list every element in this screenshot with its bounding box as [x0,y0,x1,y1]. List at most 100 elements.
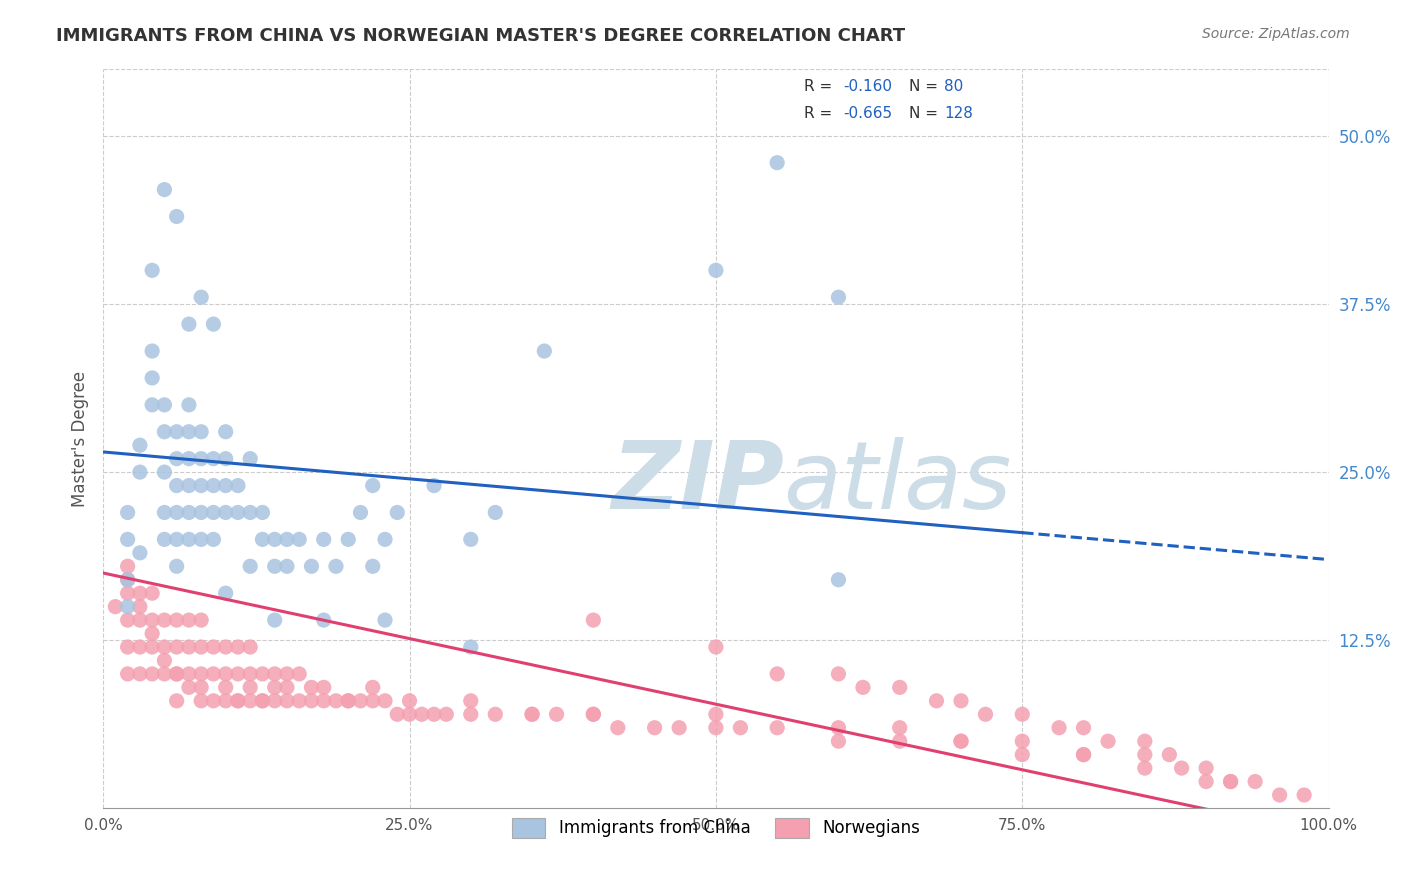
Point [141,640,163,654]
Point [117,573,139,587]
Point [533,344,555,359]
Point [226,694,249,708]
Point [337,694,360,708]
Point [177,613,200,627]
Point [226,478,249,492]
Point [1294,788,1316,802]
Point [276,559,298,574]
Point [423,707,446,722]
Point [349,506,371,520]
Text: -0.665: -0.665 [844,106,891,121]
Point [1097,734,1119,748]
Point [949,694,972,708]
Point [1219,774,1241,789]
Point [301,694,323,708]
Point [153,613,176,627]
Point [215,478,238,492]
Point [177,667,200,681]
Point [276,694,298,708]
Point [117,559,139,574]
Point [239,667,262,681]
Point [190,533,212,547]
Point [361,681,384,695]
Text: R =: R = [804,106,837,121]
Point [117,667,139,681]
Point [312,533,335,547]
Point [153,183,176,197]
Point [484,506,506,520]
Point [349,694,371,708]
Point [889,721,911,735]
Point [239,451,262,466]
Point [177,533,200,547]
Point [827,290,849,304]
Point [215,506,238,520]
Point [704,263,727,277]
Point [190,694,212,708]
Point [288,694,311,708]
Point [766,721,789,735]
Point [215,667,238,681]
Point [128,465,150,479]
Point [202,667,225,681]
Point [766,155,789,169]
Point [190,640,212,654]
Point [889,681,911,695]
Point [1159,747,1181,762]
Point [398,694,420,708]
Point [166,506,188,520]
Point [312,694,335,708]
Point [202,694,225,708]
Point [190,681,212,695]
Point [153,640,176,654]
Point [226,506,249,520]
Point [582,707,605,722]
Point [117,586,139,600]
Point [852,681,875,695]
Point [177,317,200,331]
Point [153,398,176,412]
Point [704,721,727,735]
Point [226,667,249,681]
Point [263,559,285,574]
Point [325,559,347,574]
Point [128,613,150,627]
Point [974,707,997,722]
Y-axis label: Master's Degree: Master's Degree [72,370,89,507]
Point [423,478,446,492]
Point [190,613,212,627]
Point [215,451,238,466]
Point [202,451,225,466]
Point [166,210,188,224]
Point [202,640,225,654]
Point [202,506,225,520]
Point [128,640,150,654]
Point [166,694,188,708]
Point [177,640,200,654]
Point [361,478,384,492]
Point [460,640,482,654]
Point [177,451,200,466]
Point [117,533,139,547]
Point [312,681,335,695]
Point [582,707,605,722]
Point [117,573,139,587]
Point [141,344,163,359]
Point [263,694,285,708]
Point [252,533,274,547]
Point [1133,747,1156,762]
Point [226,694,249,708]
Point [166,425,188,439]
Point [263,613,285,627]
Point [301,681,323,695]
Point [215,586,238,600]
Point [104,599,127,614]
Point [166,533,188,547]
Point [226,640,249,654]
Point [387,707,409,722]
Point [177,425,200,439]
Point [252,667,274,681]
Point [460,694,482,708]
Point [361,694,384,708]
Point [177,506,200,520]
